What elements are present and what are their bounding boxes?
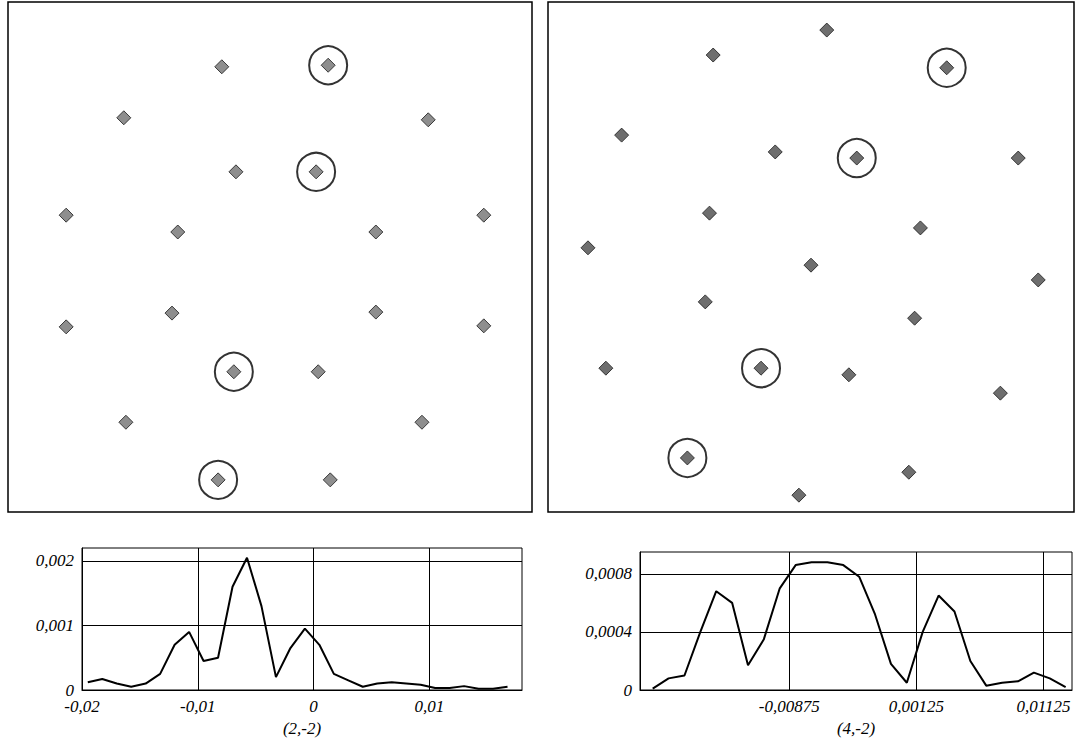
svg-text:0: 0 [624, 681, 633, 700]
svg-text:0: 0 [309, 697, 318, 716]
svg-text:0,001: 0,001 [36, 616, 74, 635]
svg-text:0,00125: 0,00125 [889, 697, 944, 716]
svg-text:(4,-2): (4,-2) [837, 719, 876, 738]
svg-text:-0,00875: -0,00875 [759, 697, 820, 716]
svg-text:0,01: 0,01 [414, 697, 444, 716]
svg-text:-0,02: -0,02 [64, 697, 100, 716]
svg-text:0,002: 0,002 [36, 551, 75, 570]
svg-text:0,0004: 0,0004 [585, 622, 632, 641]
svg-text:(2,-2): (2,-2) [283, 719, 322, 738]
svg-text:0,01125: 0,01125 [1016, 697, 1070, 716]
svg-text:-0,01: -0,01 [180, 697, 215, 716]
svg-text:0,0008: 0,0008 [585, 564, 632, 583]
svg-text:0: 0 [65, 680, 74, 700]
